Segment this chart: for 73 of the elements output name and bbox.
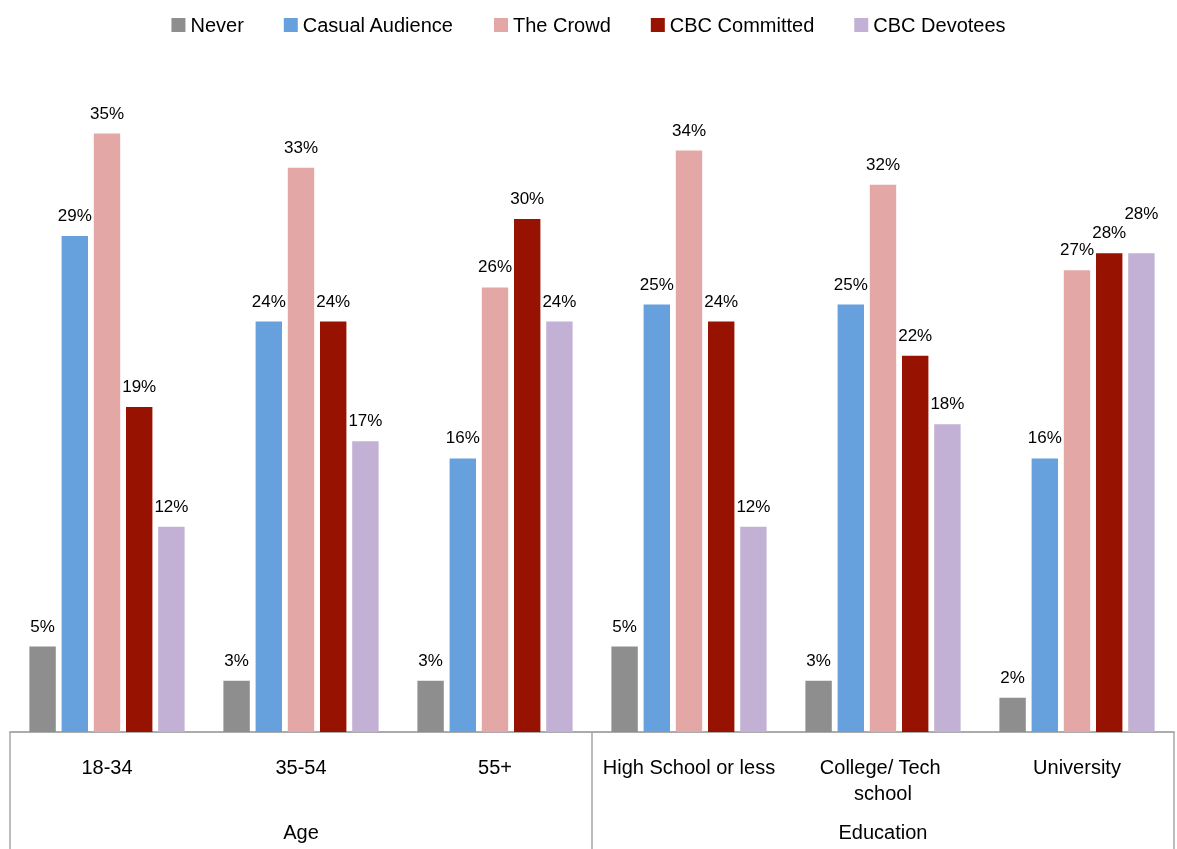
bar [93, 133, 121, 732]
x-tick-label: University [1033, 756, 1121, 778]
bar [352, 441, 379, 732]
bar [805, 680, 832, 732]
bar [449, 458, 476, 732]
x-tick-label: College/ Tech school [819, 756, 947, 804]
data-label: 32% [865, 154, 901, 174]
bar [643, 304, 670, 732]
x-tick-label: 18-34 [81, 756, 133, 778]
data-label: 16% [445, 428, 480, 448]
legend-label: The Crowd [513, 14, 611, 36]
data-label: 18% [930, 394, 965, 414]
legend-label: CBC Committed [669, 14, 815, 36]
data-label: 30% [510, 189, 545, 208]
bar [1031, 458, 1058, 732]
text: Education [838, 821, 928, 843]
data-label: 12% [736, 496, 771, 516]
legend-label: Never [190, 14, 245, 36]
bar [61, 236, 88, 732]
data-label: 19% [122, 377, 157, 397]
data-label: 16% [1027, 428, 1062, 448]
data-label: 29% [57, 206, 92, 226]
text: Age [283, 821, 319, 843]
data-label: 24% [316, 291, 351, 311]
bar [1063, 270, 1091, 732]
data-label: 17% [348, 411, 383, 431]
bar [255, 321, 282, 732]
data-label: 3% [418, 650, 443, 670]
bar [708, 321, 735, 732]
bar [1128, 253, 1155, 732]
bar [675, 150, 703, 732]
data-label: 12% [154, 496, 189, 516]
legend-label: CBC Devotees [873, 14, 1006, 36]
data-label: 22% [898, 325, 933, 345]
bar [158, 526, 185, 732]
bar [287, 167, 315, 732]
data-label: 24% [251, 291, 286, 311]
bar [417, 680, 444, 732]
bar [740, 526, 767, 732]
bar [29, 646, 56, 732]
data-label: 28% [1124, 204, 1159, 224]
bar [869, 184, 897, 732]
x-tick-label: 55+ [478, 756, 512, 778]
bar [837, 304, 864, 732]
x-tick-label: High School or less [602, 756, 776, 778]
data-label: 28% [1092, 223, 1127, 243]
x-tick-label: 35-54 [275, 756, 327, 778]
data-label: 5% [612, 616, 637, 636]
data-label: 26% [477, 257, 513, 277]
data-label: 35% [89, 103, 125, 123]
bar [514, 219, 541, 732]
data-label: 5% [30, 616, 55, 636]
bar [223, 680, 250, 732]
bar [999, 697, 1026, 732]
bar [126, 407, 153, 732]
bar [1096, 253, 1123, 732]
bar [320, 321, 347, 732]
legend-label: Casual Audience [302, 14, 453, 36]
data-label: 25% [639, 274, 674, 294]
bar [481, 287, 509, 732]
data-label: 2% [1000, 667, 1025, 687]
bar [934, 424, 961, 732]
data-label: 24% [542, 291, 577, 311]
data-label: 3% [224, 650, 249, 670]
data-label: 24% [704, 291, 739, 311]
data-label: 33% [283, 137, 319, 157]
bar [611, 646, 638, 732]
bar [902, 355, 929, 732]
data-label: 25% [833, 274, 868, 294]
data-label: 27% [1059, 240, 1095, 260]
data-label: 34% [671, 120, 707, 140]
data-label: 3% [806, 650, 831, 670]
bar [546, 321, 573, 732]
